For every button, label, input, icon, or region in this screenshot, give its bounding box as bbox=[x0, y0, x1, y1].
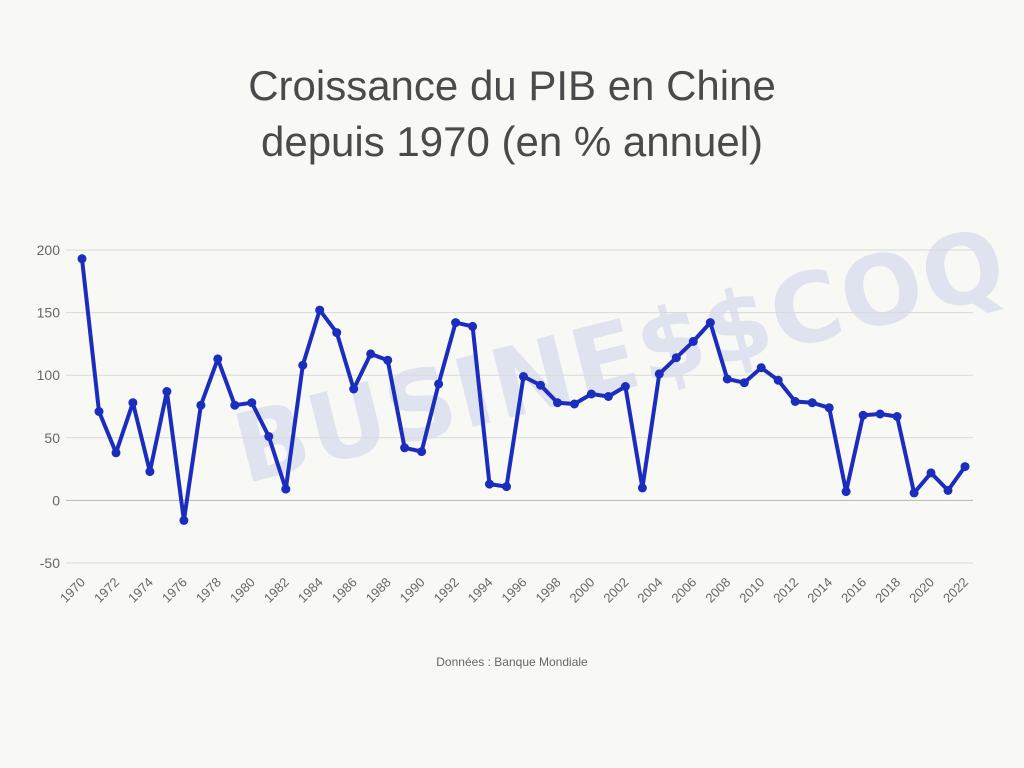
data-point bbox=[909, 488, 919, 498]
data-point bbox=[943, 485, 953, 495]
x-tick-label: 1992 bbox=[431, 575, 462, 606]
data-point bbox=[858, 410, 868, 420]
data-point bbox=[960, 462, 970, 472]
x-tick-label: 1974 bbox=[125, 575, 156, 606]
data-point bbox=[553, 398, 562, 408]
x-tick-label: 2018 bbox=[872, 575, 903, 606]
data-source: Données : Banque Mondiale bbox=[436, 655, 588, 669]
data-point bbox=[264, 432, 274, 441]
data-point bbox=[366, 349, 376, 359]
data-point bbox=[688, 336, 698, 346]
x-tick-label: 1972 bbox=[91, 575, 122, 606]
x-tick-label: 1994 bbox=[465, 575, 496, 606]
series-points bbox=[77, 254, 970, 525]
data-point bbox=[162, 387, 172, 396]
data-point bbox=[875, 409, 885, 419]
data-point bbox=[773, 375, 783, 385]
data-point bbox=[569, 399, 579, 409]
y-tick-label: 150 bbox=[37, 305, 61, 321]
data-point bbox=[536, 380, 545, 390]
x-tick-label: 1986 bbox=[329, 575, 360, 606]
x-axis: 1970 1972 1974 1976 1978 1980 1982 1984 1986 1988… bbox=[57, 575, 971, 606]
data-point bbox=[434, 379, 444, 389]
data-point bbox=[790, 397, 800, 406]
x-tick-label: 2022 bbox=[940, 575, 971, 606]
data-point bbox=[468, 321, 478, 331]
data-point bbox=[77, 254, 87, 264]
data-point bbox=[841, 487, 851, 497]
data-point bbox=[247, 398, 257, 408]
data-point bbox=[671, 353, 681, 363]
x-tick-label: 1988 bbox=[363, 575, 394, 606]
data-point bbox=[451, 318, 461, 328]
data-point bbox=[332, 328, 342, 338]
x-tick-label: 1982 bbox=[261, 575, 292, 606]
data-point bbox=[892, 412, 902, 421]
data-point bbox=[654, 369, 664, 379]
x-tick-label: 2002 bbox=[600, 575, 631, 606]
x-tick-label: 2008 bbox=[702, 575, 733, 606]
x-tick-label: 2010 bbox=[736, 575, 767, 606]
chart-title: Croissance du PIB en Chine depuis 1970 (… bbox=[0, 58, 1024, 170]
x-tick-label: 2006 bbox=[668, 575, 699, 606]
data-point bbox=[281, 484, 291, 494]
data-point bbox=[739, 378, 749, 388]
data-point bbox=[179, 515, 189, 525]
x-tick-label: 2014 bbox=[804, 575, 835, 606]
data-point bbox=[502, 482, 511, 492]
x-tick-label: 2012 bbox=[770, 575, 801, 606]
y-tick-label: 50 bbox=[44, 430, 60, 446]
x-tick-label: 2016 bbox=[838, 575, 869, 606]
data-point bbox=[705, 318, 715, 328]
data-point bbox=[807, 398, 817, 408]
x-tick-label: 1996 bbox=[499, 575, 530, 606]
data-point bbox=[824, 403, 834, 413]
y-tick-label: -50 bbox=[40, 555, 60, 571]
data-point bbox=[383, 355, 393, 365]
data-point bbox=[637, 483, 647, 493]
x-tick-label: 2004 bbox=[634, 575, 665, 606]
x-tick-label: 1990 bbox=[397, 575, 428, 606]
grid-lines bbox=[66, 249, 973, 564]
chart-title-line-1: Croissance du PIB en Chine bbox=[248, 62, 776, 109]
data-point bbox=[586, 389, 596, 399]
data-point bbox=[722, 374, 732, 384]
series-line bbox=[80, 258, 967, 523]
data-point bbox=[519, 372, 528, 381]
x-tick-label: 1978 bbox=[193, 575, 224, 606]
data-point bbox=[145, 467, 155, 477]
data-point bbox=[128, 398, 138, 408]
chart-title-line-2: depuis 1970 (en % annuel) bbox=[260, 118, 764, 165]
data-point bbox=[213, 354, 223, 364]
x-tick-label: 1998 bbox=[533, 575, 564, 606]
y-tick-label: 200 bbox=[37, 242, 61, 258]
data-point bbox=[230, 400, 240, 410]
data-point bbox=[349, 384, 359, 394]
x-tick-label: 1980 bbox=[227, 575, 258, 606]
data-point bbox=[196, 400, 206, 410]
y-tick-label: 0 bbox=[52, 492, 60, 508]
data-point bbox=[111, 448, 121, 458]
data-point bbox=[400, 443, 410, 453]
data-point bbox=[417, 447, 427, 457]
x-tick-label: 1984 bbox=[295, 575, 326, 606]
data-point bbox=[926, 468, 936, 478]
data-point bbox=[603, 392, 613, 401]
data-point bbox=[315, 305, 325, 315]
data-point bbox=[94, 407, 104, 416]
data-point bbox=[756, 363, 766, 373]
x-tick-label: 1976 bbox=[159, 575, 190, 606]
data-point bbox=[485, 479, 494, 489]
x-tick-label: 1970 bbox=[57, 575, 88, 606]
x-tick-label: 2020 bbox=[906, 575, 937, 606]
y-axis: -50 0 50 100 150 200 bbox=[37, 242, 61, 571]
y-tick-label: 100 bbox=[37, 367, 61, 383]
data-point bbox=[620, 382, 630, 391]
data-point bbox=[298, 360, 308, 370]
x-tick-label: 2000 bbox=[566, 575, 597, 606]
